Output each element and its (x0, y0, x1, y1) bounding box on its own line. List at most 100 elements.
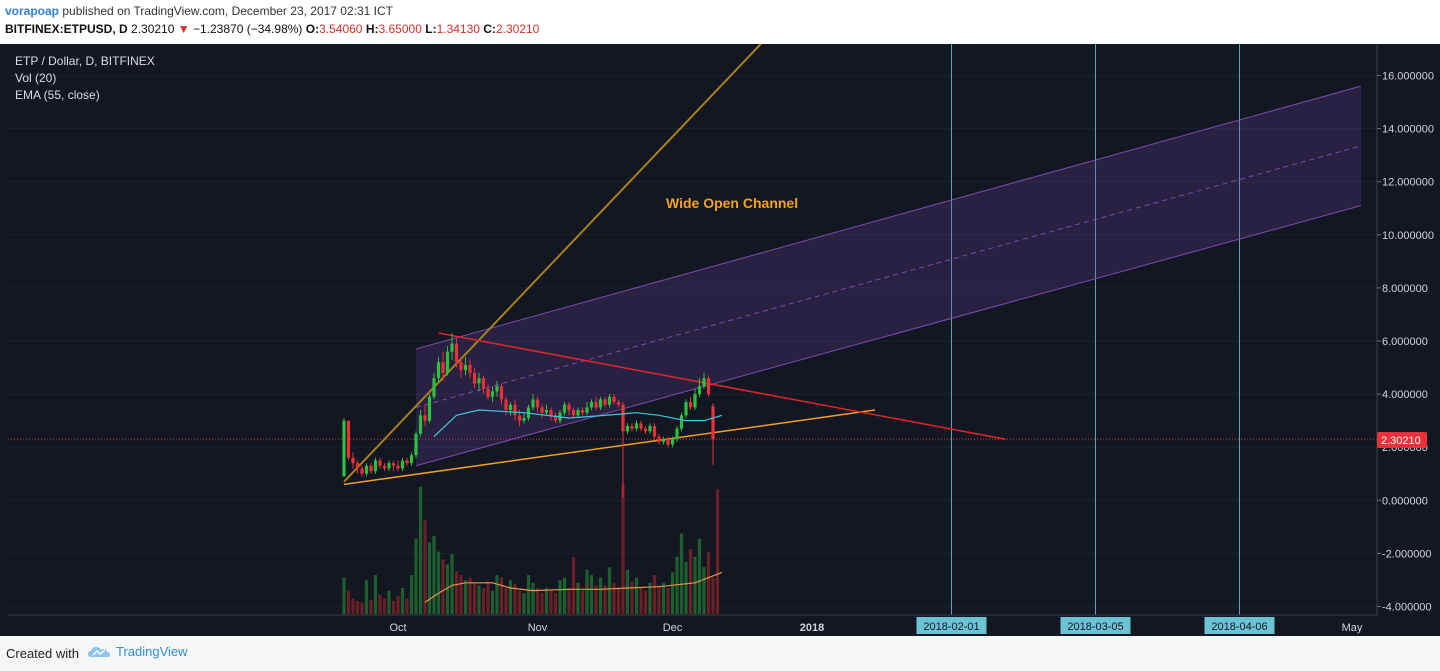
candle-body (612, 396, 616, 403)
candle-body (625, 425, 630, 432)
plot-area (8, 44, 1377, 615)
candle-body (540, 407, 544, 413)
volume-bar (612, 582, 616, 614)
volume-bar (351, 598, 355, 614)
volume-bar (468, 577, 472, 614)
volume-bar (499, 577, 504, 614)
candle-body (387, 463, 391, 469)
candle-body (486, 388, 490, 397)
candle-body (522, 417, 526, 421)
cloud-logo-icon (88, 646, 110, 657)
price-chart[interactable]: 16.000000 14.000000 12.000000 10.000000 8.00… (0, 44, 1440, 636)
volume-bar (648, 582, 652, 614)
volume-bar (526, 575, 531, 614)
price-change: −1.23870 (−34.98%) (192, 22, 303, 36)
y-tick-label: 6.000000 (1382, 336, 1428, 348)
volume-bar (688, 549, 693, 614)
volume-bar (693, 556, 697, 614)
candle-body (459, 362, 463, 371)
volume-bar (441, 559, 445, 614)
symbol-label: BITFINEX:ETPUSD, D (5, 22, 128, 36)
volume-bar (486, 581, 490, 614)
volume-bar (459, 575, 463, 614)
chart-header: vorapoap published on TradingView.com, D… (0, 0, 1440, 44)
resistance-line (438, 332, 1006, 440)
candle-body (643, 428, 648, 432)
volume-bar (378, 594, 382, 614)
candle-body (571, 410, 576, 416)
volume-bar (454, 571, 459, 614)
volume-bar (675, 556, 679, 614)
volume-bar (540, 593, 544, 614)
candle-body (351, 457, 355, 464)
volume-ma-line (424, 571, 723, 603)
low-label: L: (425, 22, 437, 36)
y-tick-label: 10.000000 (1382, 230, 1434, 242)
volume-bar (346, 590, 351, 614)
open-label: O: (305, 22, 320, 36)
price-tag-box (1377, 432, 1427, 448)
candle-body (414, 433, 418, 456)
candle-body (391, 463, 396, 466)
candle-body (616, 402, 621, 405)
volume-bar (576, 582, 580, 614)
x-tick-highlight (916, 617, 987, 634)
last-price: 2.30210 (131, 22, 175, 36)
y-tick-label: 12.000000 (1382, 177, 1434, 189)
candle-body (513, 404, 517, 416)
candle-body (409, 455, 414, 464)
volume-bar (400, 588, 405, 614)
y-tick-label: 16.000000 (1382, 71, 1434, 83)
volume-bar (553, 593, 558, 614)
volume-bar (585, 569, 589, 614)
candle-body (576, 410, 580, 416)
candle-body (472, 372, 477, 384)
candle-body (580, 410, 585, 413)
volume-bar (630, 581, 634, 614)
volume-bar (715, 489, 720, 614)
candle-body (531, 399, 535, 408)
close-label: C: (483, 22, 496, 36)
candle-body (450, 343, 454, 352)
candle-body (495, 386, 499, 392)
channel-mid-line (415, 145, 1362, 408)
candle-body (405, 460, 409, 464)
candle-body (364, 465, 369, 474)
x-tick-label: May (1342, 622, 1363, 634)
volume-bar (594, 585, 598, 614)
open-value: 3.54060 (319, 22, 363, 36)
down-arrow-icon: ▼ (177, 22, 190, 36)
candle-body (621, 404, 625, 432)
volume-bar (490, 590, 495, 614)
author-link[interactable]: vorapoap (5, 4, 60, 18)
volume-bar (621, 484, 625, 614)
volume-bar (463, 580, 468, 614)
publish-line: vorapoap published on TradingView.com, D… (5, 4, 393, 18)
candle-body (490, 391, 495, 397)
volume-bar (666, 588, 670, 614)
volume-bar (562, 577, 567, 614)
volume-bar (504, 588, 508, 614)
candle-body (634, 423, 639, 429)
candle-body (432, 378, 436, 397)
tradingview-link[interactable]: TradingView (88, 644, 188, 659)
candle-body (675, 428, 679, 440)
volume-bar (679, 533, 684, 614)
candle-body (589, 402, 594, 408)
x-tick-highlight (1060, 617, 1131, 634)
x-tick-label: Nov (528, 622, 548, 634)
legend-ema: EMA (55, close) (15, 88, 100, 102)
channel-fill (416, 86, 1361, 466)
candle-body (436, 362, 441, 379)
candle-body (441, 362, 445, 373)
volume-bar (652, 575, 657, 614)
candle-body (360, 468, 364, 474)
legend-title: ETP / Dollar, D, BITFINEX (15, 54, 155, 68)
candle-body (666, 439, 670, 445)
volume-bar (369, 599, 373, 614)
volume-bar (517, 590, 522, 614)
volume-bar (616, 588, 621, 614)
high-label: H: (365, 22, 379, 36)
candle-body (648, 425, 652, 432)
volume-bar (639, 588, 643, 614)
